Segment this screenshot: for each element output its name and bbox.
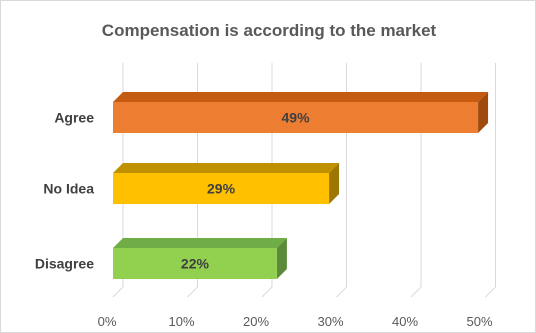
category-labels: Agree No Idea Disagree	[35, 110, 94, 272]
bar-0	[113, 102, 479, 133]
bar-side-0	[478, 92, 489, 133]
x-tick-label-4: 40%	[392, 314, 418, 329]
bar-1	[113, 173, 330, 204]
category-label-1: No Idea	[43, 181, 94, 197]
gridline-floor-4	[410, 286, 422, 298]
gridline-floor-2	[261, 286, 273, 298]
bar-side-2	[276, 238, 287, 279]
x-tick-label-2: 20%	[243, 314, 269, 329]
bars: 49% 29% 22%	[113, 92, 489, 279]
gridline-floor-1	[187, 286, 198, 298]
bar-top-0	[113, 92, 489, 102]
x-tick-label-3: 30%	[317, 314, 343, 329]
category-label-0: Agree	[54, 110, 94, 126]
chart-title: Compensation is according to the market	[101, 21, 437, 40]
bar-2	[113, 248, 277, 279]
gridline-floor-3	[336, 286, 347, 298]
x-axis-ticks: 0% 10% 20% 30% 40% 50%	[98, 314, 493, 329]
x-tick-label-5: 50%	[466, 314, 492, 329]
x-tick-label-1: 10%	[168, 314, 194, 329]
data-label-2: 22%	[181, 256, 210, 272]
x-tick-label-0: 0%	[98, 314, 117, 329]
bar-side-1	[329, 163, 340, 204]
data-label-1: 29%	[207, 181, 236, 197]
gridline-floor-0	[112, 286, 124, 298]
data-label-0: 49%	[282, 110, 311, 126]
bar-top-1	[113, 163, 340, 173]
category-label-2: Disagree	[35, 256, 94, 272]
bar-top-2	[113, 238, 287, 248]
gridline-floor-5	[485, 286, 496, 298]
